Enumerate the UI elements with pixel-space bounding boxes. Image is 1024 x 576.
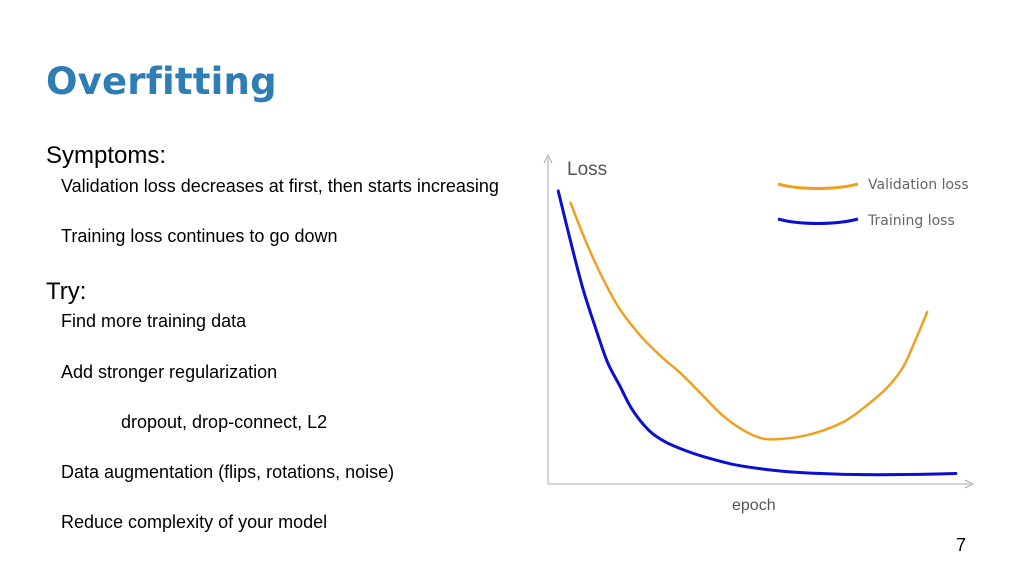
legend-swatch-validation	[777, 182, 859, 190]
try-heading: Try:	[46, 278, 87, 305]
try-item: Find more training data	[61, 311, 247, 331]
try-subitem: dropout, drop-connect, L2	[121, 412, 328, 432]
y-axis-arrow	[543, 153, 553, 164]
legend-label-training: Training loss	[867, 213, 955, 229]
symptoms-heading: Symptoms:	[46, 142, 167, 169]
series-layer	[556, 189, 958, 477]
slide-title: Overfitting	[46, 60, 277, 103]
try-item: Reduce complexity of your model	[61, 512, 328, 532]
y-axis-label: Loss	[567, 159, 607, 180]
x-axis-arrow	[964, 479, 975, 489]
validation-loss-line	[569, 201, 929, 441]
try-item: Data augmentation (flips, rotations, noi…	[61, 462, 395, 482]
training-loss-line	[556, 189, 958, 477]
legend-swatch-training	[777, 217, 859, 225]
try-item: Add stronger regularization	[61, 362, 278, 382]
symptom-item: Validation loss decreases at first, then…	[61, 176, 499, 196]
symptom-item: Training loss continues to go down	[61, 226, 338, 246]
x-axis-label: epoch	[732, 497, 776, 514]
page-number: 7	[956, 535, 967, 555]
legend-label-validation: Validation loss	[868, 177, 969, 193]
